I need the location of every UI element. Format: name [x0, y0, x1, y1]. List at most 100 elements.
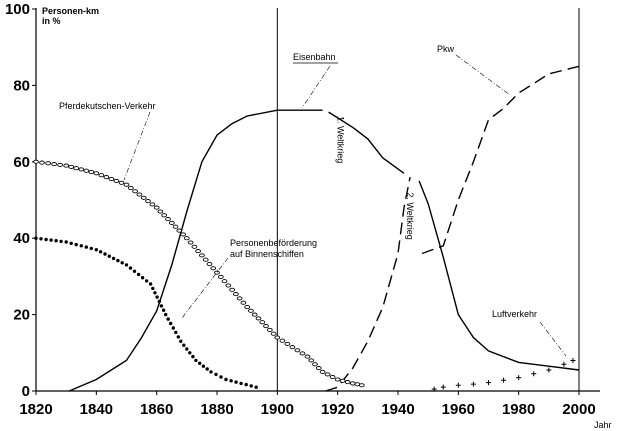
x-tick-label: 1960	[442, 401, 475, 418]
data-point	[155, 295, 159, 299]
data-point	[308, 358, 315, 363]
data-point	[120, 261, 124, 265]
series-line-segment	[325, 176, 411, 392]
data-point	[51, 162, 57, 167]
data-point	[255, 316, 262, 321]
data-point	[64, 240, 68, 244]
data-point	[171, 326, 175, 330]
data-point	[185, 347, 189, 351]
series-line-segment	[68, 109, 323, 392]
data-point	[157, 299, 161, 304]
data-point	[324, 372, 331, 377]
x-tick-labels: 1820 1840 1860 1880 1900 1920 1940 1960 1980 2000	[19, 391, 596, 418]
x-tick-label: 1920	[321, 401, 354, 418]
x-tick-label: 1820	[19, 401, 52, 418]
data-point	[166, 317, 170, 321]
data-point	[63, 163, 70, 168]
axes	[35, 8, 600, 392]
data-point	[182, 343, 186, 347]
series-labels: Eisenbahn Pkw Pferdekutschen-Verkehr Per…	[59, 44, 567, 357]
data-point	[83, 168, 90, 173]
data-point	[124, 263, 129, 267]
series-label-eisenbahn: Eisenbahn	[293, 52, 336, 62]
data-point	[89, 246, 94, 251]
reference-lines	[276, 8, 580, 391]
data-point	[140, 276, 145, 280]
data-point	[570, 357, 576, 363]
data-point	[180, 232, 186, 237]
data-point	[214, 372, 218, 377]
data-point	[201, 364, 206, 368]
data-point	[219, 375, 223, 379]
x-axis-label: Jahr	[594, 420, 612, 430]
series-line-segment	[421, 65, 580, 255]
data-point	[344, 380, 351, 385]
data-point	[153, 291, 157, 295]
data-point	[123, 182, 130, 187]
data-point	[440, 384, 446, 390]
data-point	[34, 236, 38, 240]
data-point	[136, 272, 141, 277]
data-point	[111, 256, 116, 261]
data-point	[174, 330, 178, 335]
data-point	[240, 300, 247, 305]
data-point	[157, 209, 164, 214]
pferdekutschen-leader-line	[123, 111, 151, 181]
data-point	[176, 335, 180, 339]
data-point	[176, 228, 183, 233]
data-point	[88, 169, 95, 175]
data-point	[279, 338, 286, 343]
x-tick-label: 1900	[261, 401, 294, 418]
data-point	[73, 166, 80, 171]
data-point	[172, 224, 179, 229]
data-point	[199, 253, 205, 258]
y-tick-label: 40	[13, 230, 30, 247]
data-point	[39, 160, 45, 165]
data-point	[244, 304, 251, 310]
data-point	[57, 162, 63, 167]
data-point	[113, 178, 120, 183]
data-point	[108, 176, 115, 182]
data-point	[191, 244, 198, 249]
data-point	[195, 249, 201, 254]
series-label-binnenschiffe-line2: auf Binnenschiffen	[230, 249, 304, 259]
data-point	[69, 241, 73, 245]
data-point	[128, 266, 133, 270]
data-point	[191, 354, 195, 359]
binnenschiffe-leader-line	[181, 257, 229, 319]
data-point	[251, 312, 258, 317]
data-point	[98, 173, 105, 178]
series-eisenbahn	[68, 109, 580, 392]
data-point	[118, 180, 125, 185]
series-label-pkw: Pkw	[437, 44, 455, 54]
series-line-segment	[418, 180, 580, 371]
data-point	[431, 386, 437, 392]
data-point	[329, 374, 336, 380]
data-point	[239, 381, 243, 386]
annotation-weltkrieg-2: 2. Weltkrieg	[405, 192, 415, 239]
data-point	[149, 202, 156, 207]
data-point	[234, 380, 238, 384]
data-point	[165, 217, 171, 222]
data-point	[127, 185, 134, 191]
data-point	[470, 381, 476, 387]
data-point	[312, 362, 318, 367]
data-point	[94, 248, 99, 252]
luftverkehr-leader-line	[539, 321, 567, 357]
y-axis-label-line2: in %	[42, 16, 61, 26]
data-point	[168, 220, 175, 225]
data-point	[140, 195, 147, 200]
y-tick-label: 80	[13, 77, 30, 94]
data-point	[206, 261, 213, 267]
data-point	[270, 331, 277, 336]
data-point	[33, 159, 39, 164]
y-tick-label: 60	[13, 154, 30, 171]
data-point	[107, 254, 112, 258]
data-point	[266, 327, 273, 332]
data-point	[516, 375, 522, 381]
data-point	[39, 237, 43, 241]
data-point	[54, 239, 58, 243]
data-point	[205, 367, 209, 371]
y-axis-label-line1: Personen-km	[42, 6, 99, 16]
x-tick-label: 2000	[562, 401, 595, 418]
